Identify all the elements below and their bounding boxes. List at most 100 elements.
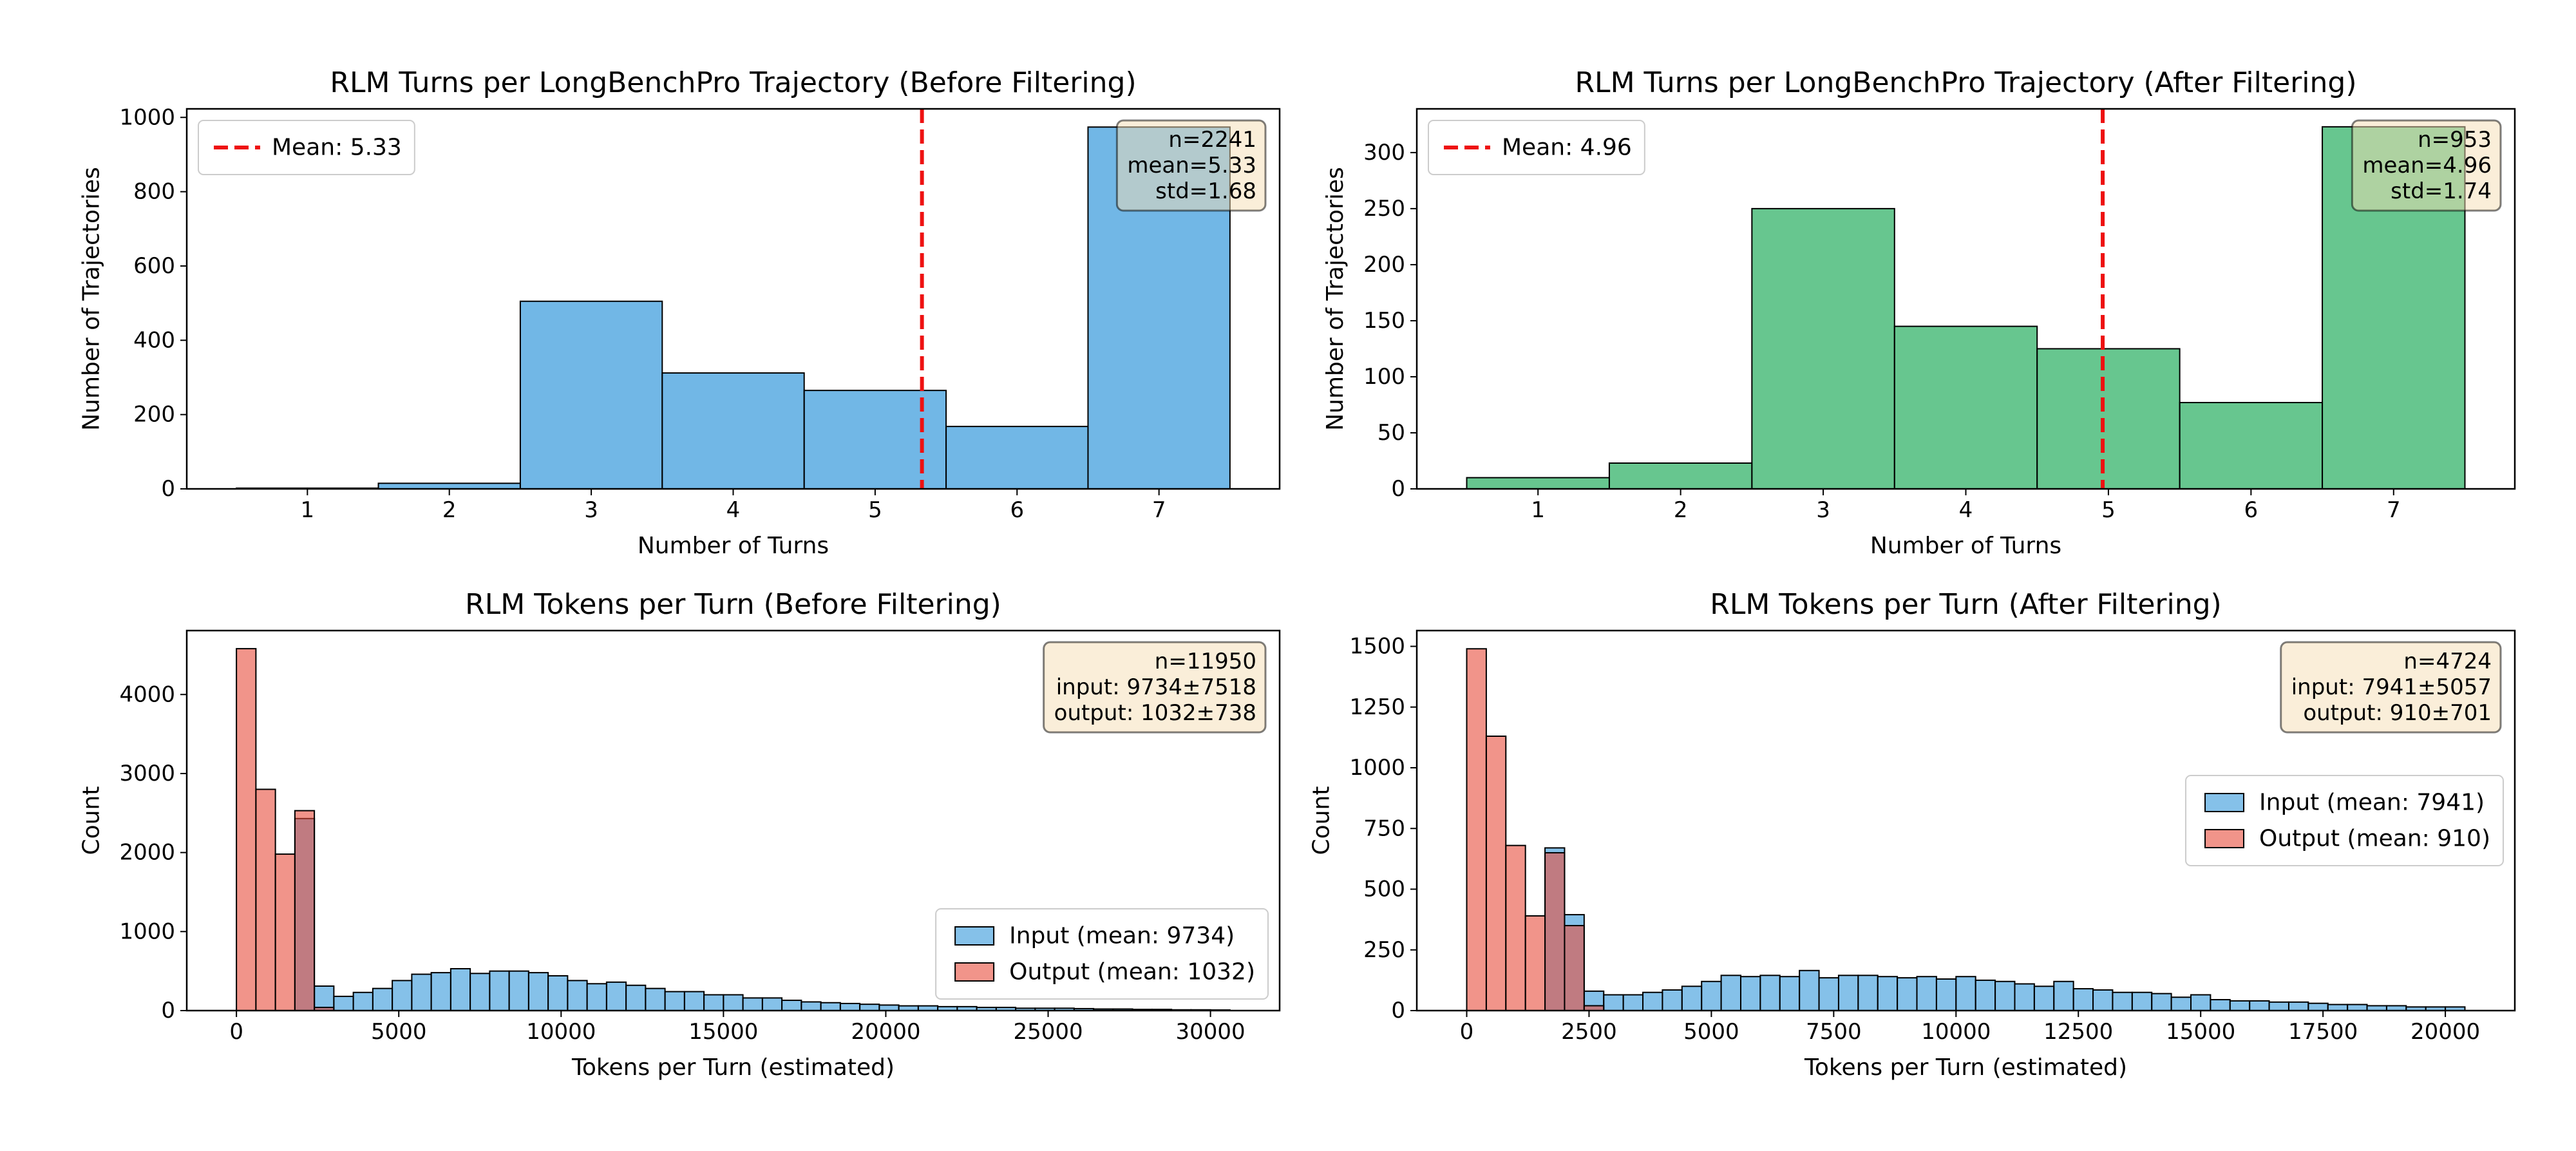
x-tick-label: 4 <box>726 497 741 523</box>
legend-label: Input (mean: 7941) <box>2259 790 2485 816</box>
bar <box>333 995 354 1011</box>
x-tick-label: 3 <box>1816 497 1830 523</box>
chart-title: RLM Turns per LongBenchPro Trajectory (A… <box>1575 66 2356 99</box>
bar <box>1466 648 1487 1011</box>
bar <box>742 997 763 1011</box>
bar <box>1897 977 1918 1012</box>
bar <box>469 973 491 1011</box>
x-tick-label: 2500 <box>1561 1019 1617 1045</box>
y-tick-label: 800 <box>133 179 175 205</box>
bar <box>1739 976 1761 1012</box>
bar <box>2287 1001 2309 1011</box>
x-tick-label: 5 <box>868 497 882 523</box>
legend-swatch <box>954 962 995 982</box>
axes-frame <box>1416 108 2516 490</box>
y-tick-label: 0 <box>1391 998 1405 1023</box>
x-axis-label: Tokens per Turn (estimated) <box>571 1054 895 1081</box>
x-tick-label: 1 <box>1531 497 1545 523</box>
bar <box>1751 207 1895 490</box>
x-tick-label: 0 <box>229 1019 243 1045</box>
bar <box>314 985 335 1012</box>
bar <box>2072 988 2094 1012</box>
bar <box>605 981 627 1011</box>
x-tick-label: 5 <box>2101 497 2116 523</box>
axes-frame <box>185 629 1281 1012</box>
bar <box>1893 325 2038 490</box>
y-tick-label: 2000 <box>119 840 175 866</box>
bar <box>489 970 510 1012</box>
x-tick-label: 0 <box>1460 1019 1474 1045</box>
y-tick-label: 200 <box>1363 252 1405 278</box>
x-tick-label: 4 <box>1959 497 1973 523</box>
stats-box-bg <box>1115 119 1267 212</box>
legend-box <box>935 908 1269 1000</box>
bar <box>411 973 432 1012</box>
x-tick-label: 25000 <box>1013 1019 1083 1045</box>
chart-panel: 0 200 400 600 800 1000 1 2 3 4 5 6 7 RLM Turns per Lo… <box>78 66 1281 559</box>
bar <box>1485 735 1507 1012</box>
y-tick-label: 1000 <box>119 918 175 944</box>
y-tick-label: 250 <box>1363 937 1405 963</box>
y-tick-label: 0 <box>161 998 175 1023</box>
x-tick-label: 2 <box>1674 497 1688 523</box>
bar <box>2210 999 2231 1012</box>
chart-title: RLM Tokens per Turn (After Filtering) <box>1710 588 2221 621</box>
bar <box>2151 993 2172 1012</box>
chart-title: RLM Turns per LongBenchPro Trajectory (B… <box>330 66 1136 99</box>
bar <box>2347 1004 2368 1011</box>
bar <box>2036 348 2181 490</box>
bar <box>800 1001 822 1012</box>
bar <box>352 991 374 1012</box>
bar <box>2179 401 2324 490</box>
legend-label: Mean: 5.33 <box>272 135 402 161</box>
bar <box>1608 462 1753 490</box>
y-tick-label: 1500 <box>1349 634 1405 660</box>
bar <box>236 648 257 1011</box>
bar <box>2327 1004 2349 1011</box>
stats-line: output: 910±701 <box>2303 700 2492 726</box>
bar <box>1837 975 1859 1011</box>
y-tick-label: 1250 <box>1349 694 1405 720</box>
bar <box>2249 1000 2270 1012</box>
stats-line: n=953 <box>2418 127 2492 153</box>
bar <box>703 994 724 1011</box>
bar <box>2131 991 2153 1011</box>
bar <box>803 390 947 490</box>
stats-line: input: 7941±5057 <box>2291 674 2492 700</box>
bar <box>527 972 549 1012</box>
legend: Mean: 4.96 <box>1428 120 1645 175</box>
x-tick-label: 3 <box>584 497 598 523</box>
bar <box>2268 1001 2289 1011</box>
y-tick-label: 400 <box>133 327 175 353</box>
bar <box>1877 976 1899 1012</box>
y-tick-label: 150 <box>1363 308 1405 334</box>
bar <box>274 853 296 1011</box>
y-axis-label: Number of Trajectories <box>78 167 104 431</box>
legend-label: Output (mean: 910) <box>2259 826 2490 852</box>
x-tick-label: 5000 <box>1683 1019 1739 1045</box>
stats-line: std=1.68 <box>1155 178 1256 204</box>
legend-swatch <box>954 926 995 946</box>
bar <box>1818 977 1839 1012</box>
x-tick-label: 15000 <box>2166 1019 2235 1045</box>
bar <box>2307 1002 2329 1011</box>
y-tick-label: 100 <box>1363 364 1405 390</box>
legend-label: Output (mean: 1032) <box>1009 959 1255 985</box>
bar <box>1505 844 1526 1012</box>
bar <box>820 1002 841 1011</box>
x-tick-label: 1 <box>301 497 315 523</box>
bar <box>781 1000 802 1012</box>
bar <box>1466 477 1610 490</box>
x-tick-label: 2 <box>442 497 457 523</box>
bar <box>2190 994 2211 1012</box>
legend-swatch <box>2204 829 2245 848</box>
bar <box>547 975 569 1011</box>
chart-panel: 0 1000 2000 3000 4000 0 5000 10000 15000 20000 250… <box>78 588 1281 1081</box>
bar <box>1524 915 1546 1011</box>
bar <box>1720 975 1741 1011</box>
bar <box>1662 989 1683 1012</box>
y-axis-label: Count <box>78 786 104 855</box>
